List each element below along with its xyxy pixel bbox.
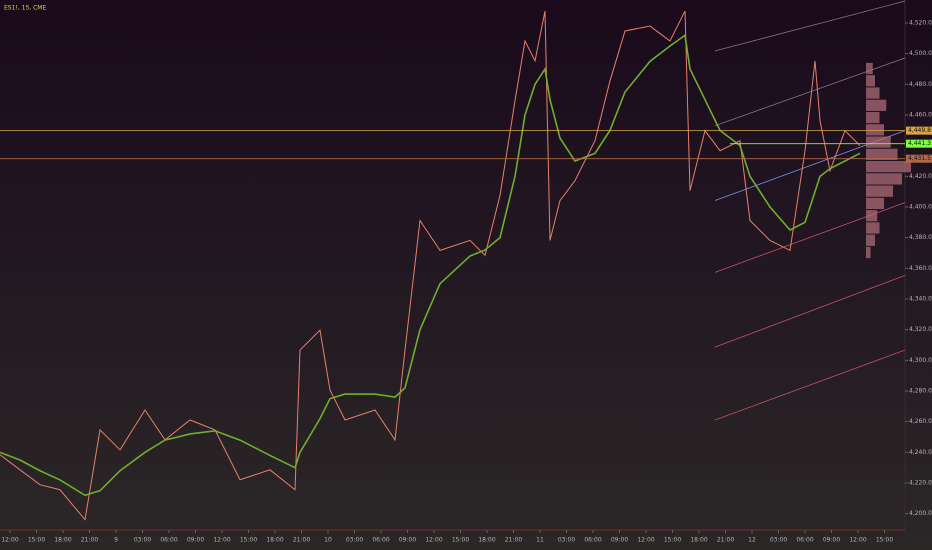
x-tick-label: 09:00 xyxy=(823,537,840,544)
price-tag xyxy=(906,139,932,148)
x-tick-label: 12:00 xyxy=(425,537,442,544)
x-tick-label: 12:00 xyxy=(1,537,18,544)
x-tick-label: 21:00 xyxy=(293,537,310,544)
y-tick-label: 4,420.0 xyxy=(909,173,932,180)
x-tick-label: 15:00 xyxy=(452,537,469,544)
price-tag xyxy=(906,126,932,135)
profile-bar xyxy=(866,222,880,234)
x-tick-label: 06:00 xyxy=(372,537,389,544)
trend-line xyxy=(714,0,906,52)
y-tick-label: 4,220.0 xyxy=(909,480,932,487)
profile-bar xyxy=(866,173,902,185)
profile-bar xyxy=(866,210,878,222)
profile-bar xyxy=(866,197,884,210)
chart-title: ES1!, 15, CME xyxy=(4,5,46,12)
y-tick-label: 4,300.0 xyxy=(909,357,932,364)
x-tick-label: 12:00 xyxy=(849,537,866,544)
y-tick-label: 4,380.0 xyxy=(909,234,932,241)
x-tick-label: 11 xyxy=(536,537,544,544)
x-tick-label: 10 xyxy=(324,537,332,544)
x-tick-label: 03:00 xyxy=(346,537,363,544)
x-tick-label: 06:00 xyxy=(584,537,601,544)
price-tag-label: 4,431.5 xyxy=(908,155,931,162)
x-tick-label: 12:00 xyxy=(213,537,230,544)
x-tick-label: 21:00 xyxy=(81,537,98,544)
x-tick-label: 15:00 xyxy=(240,537,257,544)
y-tick-label: 4,520.0 xyxy=(909,20,932,27)
profile-bar xyxy=(866,124,884,136)
trend-line xyxy=(714,57,906,127)
x-tick-label: 15:00 xyxy=(28,537,45,544)
y-tick-label: 4,460.0 xyxy=(909,112,932,119)
price-tag-label: 4,449.8 xyxy=(908,127,931,134)
x-tick-label: 15:00 xyxy=(876,537,893,544)
x-tick-label: 18:00 xyxy=(54,537,71,544)
price-tag xyxy=(906,154,932,163)
x-tick-label: 18:00 xyxy=(690,537,707,544)
trend-line xyxy=(714,349,906,421)
x-tick-label: 15:00 xyxy=(664,537,681,544)
profile-bar xyxy=(866,234,875,246)
x-tick-label: 18:00 xyxy=(478,537,495,544)
y-tick-label: 4,400.0 xyxy=(909,204,932,211)
x-tick-label: 06:00 xyxy=(796,537,813,544)
x-tick-label: 21:00 xyxy=(717,537,734,544)
profile-bar xyxy=(866,111,880,124)
profile-bar xyxy=(866,148,898,160)
y-tick-label: 4,240.0 xyxy=(909,449,932,456)
x-tick-label: 06:00 xyxy=(160,537,177,544)
profile-bar xyxy=(866,246,871,259)
trend-line xyxy=(714,275,906,348)
x-tick-label: 9 xyxy=(114,537,118,544)
y-tick-label: 4,500.0 xyxy=(909,50,932,57)
price-tag-label: 4,441.3 xyxy=(908,140,931,147)
profile-bar xyxy=(866,75,875,87)
y-tick-label: 4,280.0 xyxy=(909,388,932,395)
x-tick-label: 21:00 xyxy=(505,537,522,544)
profile-bar xyxy=(866,99,887,111)
profile-bar xyxy=(866,87,880,99)
profile-bar xyxy=(866,161,911,173)
profile-bar xyxy=(866,185,893,197)
y-tick-label: 4,480.0 xyxy=(909,81,932,88)
x-tick-label: 12:00 xyxy=(637,537,654,544)
x-tick-label: 09:00 xyxy=(187,537,204,544)
price-line xyxy=(0,10,861,521)
y-tick-label: 4,200.0 xyxy=(909,510,932,517)
x-tick-label: 12 xyxy=(748,537,756,544)
x-tick-label: 09:00 xyxy=(399,537,416,544)
y-tick-label: 4,340.0 xyxy=(909,296,932,303)
y-tick-label: 4,360.0 xyxy=(909,265,932,272)
profile-bar xyxy=(866,136,891,148)
y-tick-label: 4,260.0 xyxy=(909,418,932,425)
price-line xyxy=(0,33,861,497)
x-tick-label: 03:00 xyxy=(134,537,151,544)
profile-bar xyxy=(866,62,873,75)
x-tick-label: 18:00 xyxy=(266,537,283,544)
x-tick-label: 03:00 xyxy=(558,537,575,544)
y-tick-label: 4,320.0 xyxy=(909,326,932,333)
x-tick-label: 03:00 xyxy=(770,537,787,544)
x-tick-label: 09:00 xyxy=(611,537,628,544)
